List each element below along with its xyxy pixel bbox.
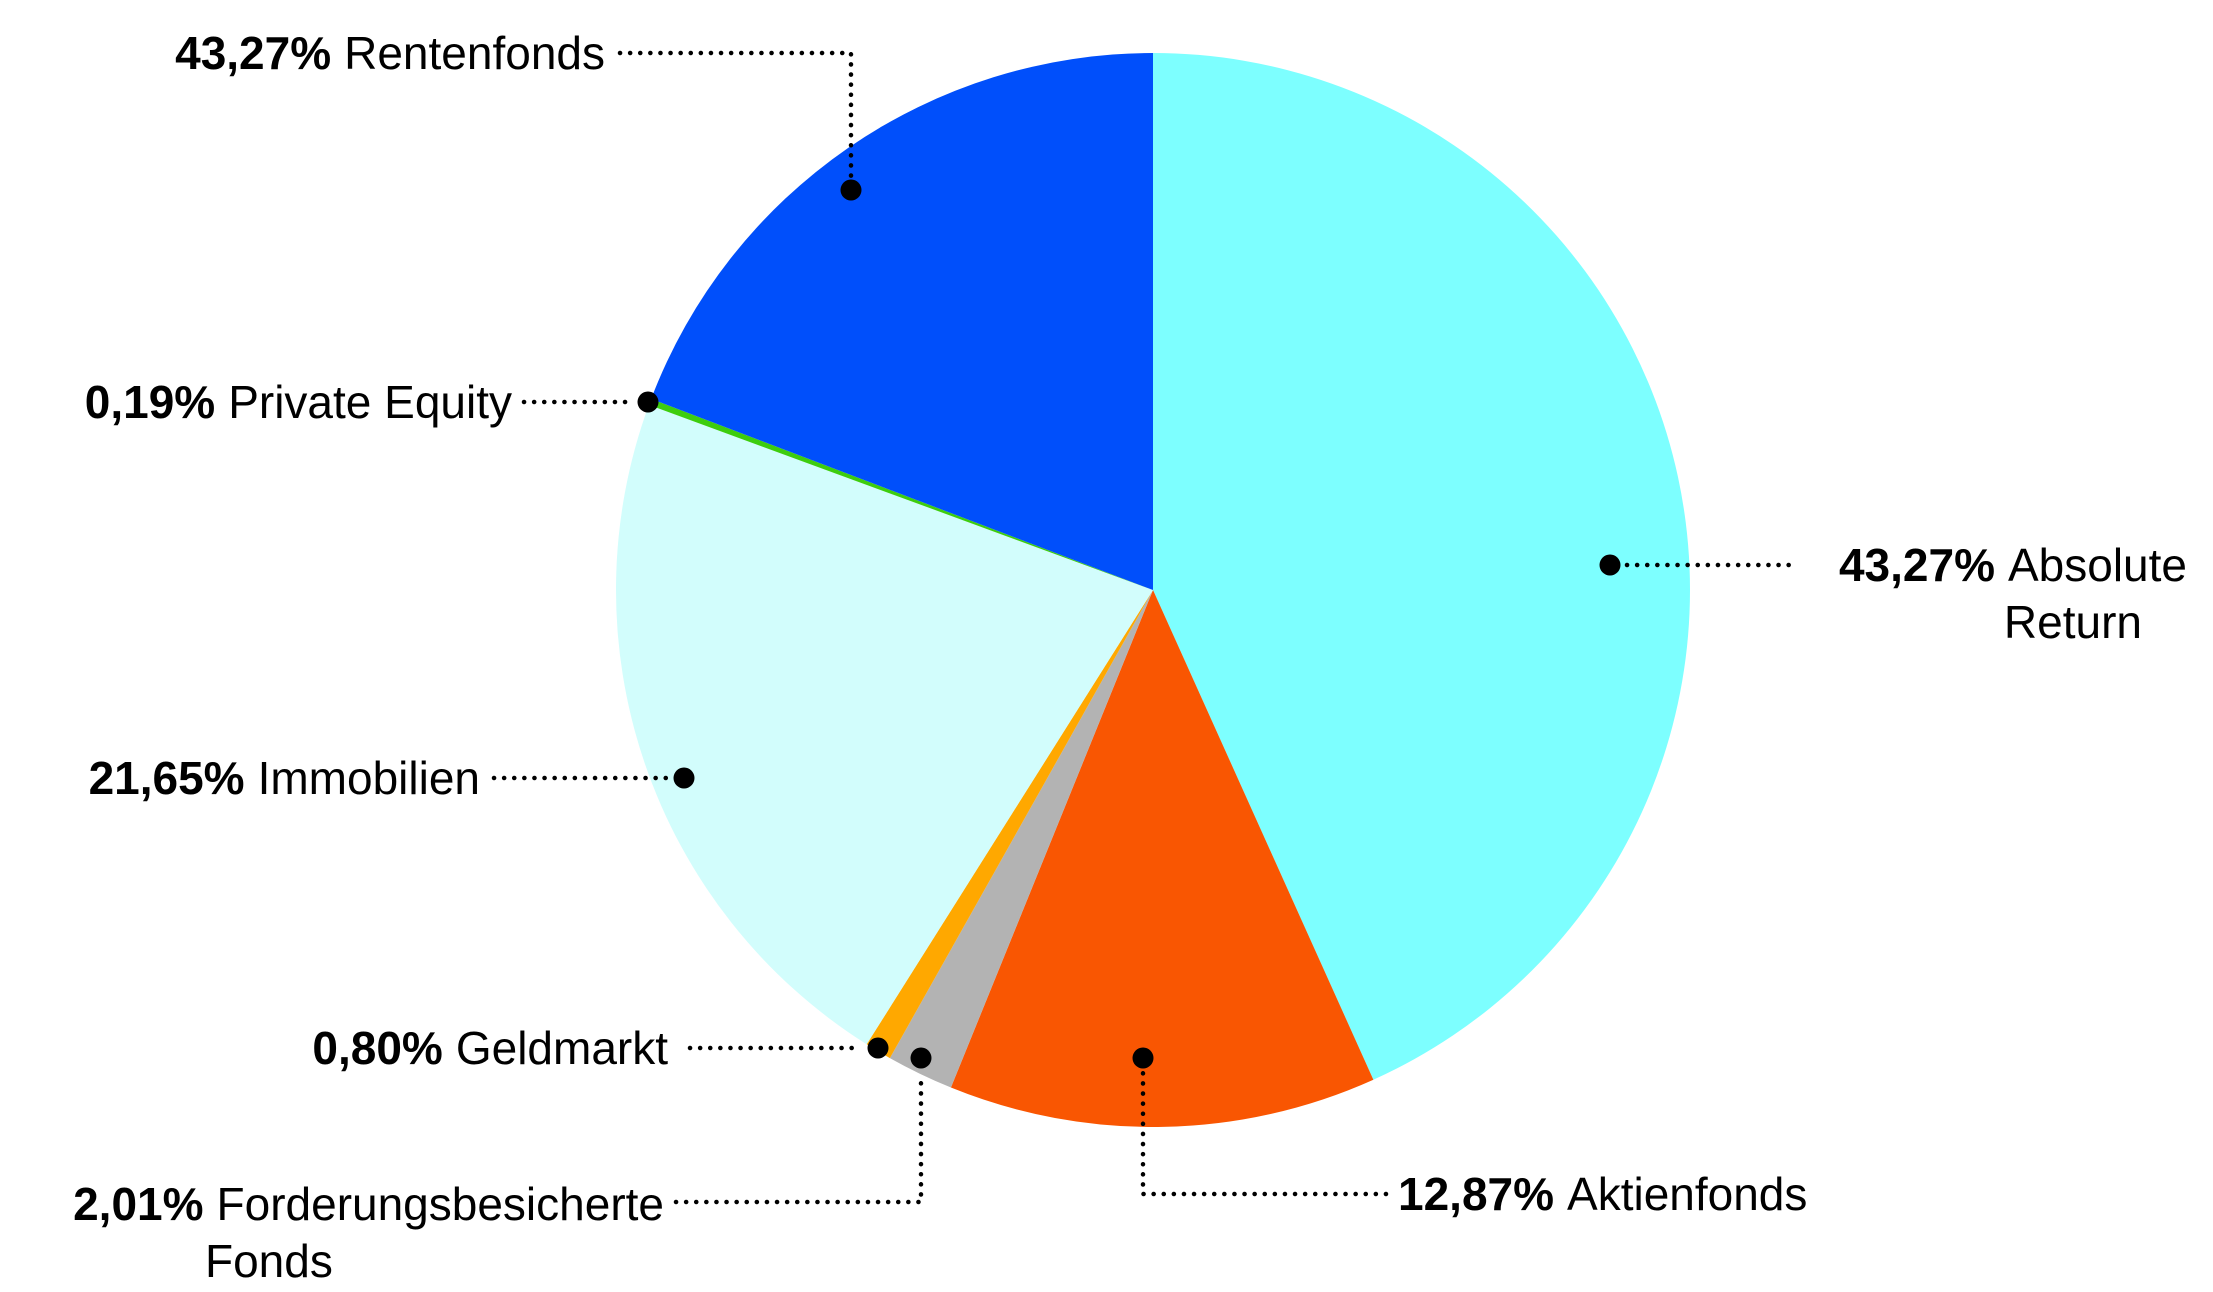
pie-slice-private-equity <box>648 398 1153 590</box>
leader-line-rentenfonds <box>617 50 854 180</box>
leader-dot-immobilien <box>673 767 695 789</box>
pie-slice-immobilien <box>616 404 1153 1045</box>
callout-immobilien-percent: 21,65% <box>88 752 245 804</box>
callout-geldmarkt: 0,80% Geldmarkt <box>312 1022 668 1074</box>
callout-rentenfonds-label: Rentenfonds <box>344 27 605 79</box>
callout-absolute-return-line2: Return <box>2004 596 2142 648</box>
pie-slice-rentenfonds <box>651 53 1153 590</box>
callout-rentenfonds-percent: 43,27% <box>175 27 332 79</box>
callout-forderungsbesicherte-percent: 2,01% <box>73 1178 204 1230</box>
callout-aktienfonds-label: Aktienfonds <box>1567 1168 1808 1220</box>
callout-private-equity: 0,19% Private Equity <box>85 376 512 428</box>
leader-dot-geldmarkt <box>867 1037 889 1059</box>
callout-immobilien-label: Immobilien <box>257 752 480 804</box>
callout-absolute-return-label-line1: Absolute <box>2007 539 2187 591</box>
callout-absolute-return: 43,27% Absolute <box>1839 539 2187 591</box>
leader-dot-private-equity <box>637 391 659 413</box>
callout-forderungsbesicherte: 2,01% Forderungsbesicherte <box>73 1178 664 1230</box>
callout-geldmarkt-percent: 0,80% <box>312 1022 443 1074</box>
callout-forderungsbesicherte-label-line1: Forderungsbesicherte <box>216 1178 664 1230</box>
leader-dot-absolute-return <box>1599 554 1621 576</box>
callout-absolute-return-percent: 43,27% <box>1838 539 1995 591</box>
callout-forderungsbesicherte-line2: Fonds <box>205 1235 333 1287</box>
leader-line-aktienfonds <box>1140 1070 1389 1197</box>
callout-aktienfonds: 12,87% Aktienfonds <box>1398 1168 1807 1220</box>
leader-dot-aktienfonds <box>1132 1047 1154 1069</box>
callout-private-equity-label: Private Equity <box>228 376 512 428</box>
callout-immobilien: 21,65% Immobilien <box>89 752 480 804</box>
leader-line-forderungsbesicherte <box>673 1071 924 1205</box>
pie-slice-geldmarkt <box>866 590 1153 1059</box>
callout-forderungsbesicherte-label-line2: Fonds <box>205 1235 333 1287</box>
callout-aktienfonds-percent: 12,87% <box>1398 1168 1555 1220</box>
pie-slice-absolute-return <box>1153 53 1690 1080</box>
callout-absolute-return-label-line2: Return <box>2003 596 2142 648</box>
pie-slice-aktienfonds <box>950 590 1374 1127</box>
callout-geldmarkt-label: Geldmarkt <box>455 1022 668 1074</box>
leader-dot-forderungsbesicherte <box>910 1047 932 1069</box>
callout-rentenfonds: 43,27% Rentenfonds <box>175 27 605 79</box>
pie-slice-forderungsbesicherte <box>889 590 1153 1088</box>
leader-dot-rentenfonds <box>840 179 862 201</box>
callout-private-equity-percent: 0,19% <box>84 376 216 428</box>
